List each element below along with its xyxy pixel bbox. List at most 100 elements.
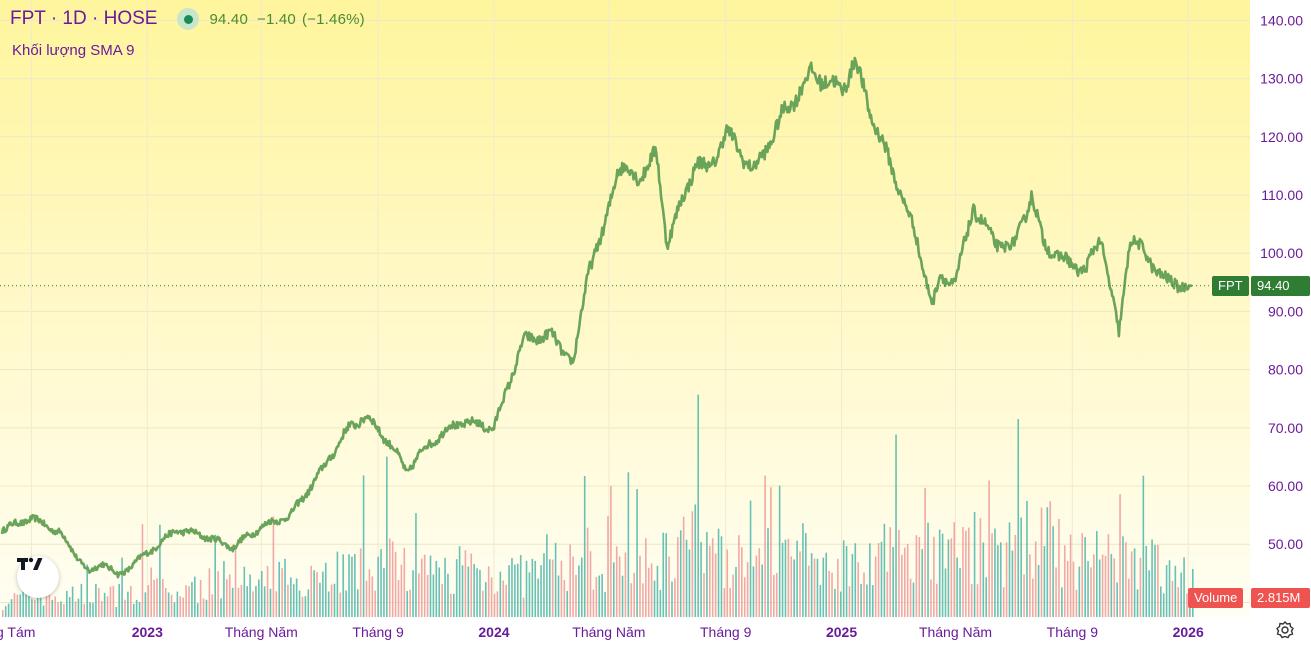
volume-bar bbox=[1005, 542, 1008, 617]
volume-bar bbox=[677, 537, 679, 617]
price-change-percent: (−1.46%) bbox=[301, 10, 365, 28]
chart-area[interactable] bbox=[0, 0, 1250, 617]
time-tick-label: Tháng 9 bbox=[700, 624, 752, 640]
symbol-title[interactable]: FPT · 1D · HOSE bbox=[10, 8, 158, 29]
gear-icon[interactable] bbox=[1275, 620, 1297, 642]
volume-bar bbox=[278, 561, 281, 617]
volume-bar bbox=[447, 573, 449, 617]
volume-bar bbox=[191, 582, 193, 617]
time-tick-label: Tháng 9 bbox=[352, 624, 404, 640]
volume-bar bbox=[226, 579, 228, 617]
volume-bar bbox=[1034, 541, 1037, 617]
volume-bar bbox=[1148, 570, 1150, 617]
volume-bar bbox=[1160, 586, 1162, 617]
volume-bar bbox=[234, 545, 237, 617]
volume-bar bbox=[444, 557, 446, 617]
volume-bar bbox=[89, 602, 91, 617]
volume-bar bbox=[458, 546, 461, 617]
volume-bar bbox=[938, 529, 941, 617]
price-point bbox=[601, 234, 605, 238]
price-point bbox=[840, 88, 844, 92]
price-scale[interactable]: 40.0050.0060.0070.0080.0090.00100.00110.… bbox=[1250, 0, 1311, 617]
volume-bar bbox=[156, 578, 158, 617]
volume-bar bbox=[537, 578, 539, 617]
volume-bar bbox=[48, 586, 51, 617]
volume-bar bbox=[438, 567, 441, 617]
volume-bar bbox=[1078, 566, 1081, 617]
volume-bar bbox=[196, 603, 199, 617]
volume-bar bbox=[688, 549, 691, 617]
volume-bar bbox=[871, 585, 874, 617]
volume-bar bbox=[682, 516, 685, 617]
volume-bar bbox=[947, 539, 950, 617]
volume-bar bbox=[1058, 518, 1060, 617]
volume-bar bbox=[121, 557, 123, 617]
volume-bar bbox=[313, 570, 315, 617]
price-point bbox=[201, 534, 205, 538]
volume-sma-legend[interactable]: Khối lượng SMA 9 bbox=[12, 42, 135, 59]
volume-bar bbox=[933, 536, 935, 617]
volume-bar bbox=[482, 590, 484, 617]
price-point bbox=[231, 545, 235, 549]
volume-bar bbox=[130, 586, 132, 617]
volume-bar bbox=[543, 553, 545, 617]
volume-bar bbox=[68, 597, 71, 617]
volume-bar bbox=[467, 566, 470, 617]
volume-bar bbox=[147, 585, 150, 617]
volume-bar bbox=[179, 596, 182, 617]
volume-bar bbox=[452, 593, 455, 617]
volume-bar bbox=[621, 575, 624, 617]
market-open-dot-icon bbox=[177, 8, 200, 30]
volume-bar bbox=[351, 556, 353, 617]
volume-bar bbox=[613, 562, 615, 617]
volume-bar bbox=[903, 547, 906, 617]
volume-bar bbox=[691, 511, 694, 617]
price-point bbox=[1059, 257, 1063, 261]
volume-bar bbox=[1186, 593, 1188, 617]
price-axis: 40.0050.0060.0070.0080.0090.00100.00110.… bbox=[1260, 12, 1303, 610]
volume-bar bbox=[164, 587, 167, 617]
volume-bar bbox=[967, 527, 970, 617]
volume-bar bbox=[290, 577, 292, 617]
volume-bar bbox=[470, 553, 473, 617]
volume-bar bbox=[624, 552, 627, 617]
volume-bar bbox=[211, 594, 214, 617]
volume-bar bbox=[80, 583, 83, 617]
tradingview-logo-icon[interactable] bbox=[17, 556, 59, 598]
time-scale[interactable]: g Tám 2023 Tháng Năm Tháng 9 2024 Tháng Năm Th… bbox=[0, 617, 1311, 647]
price-chart[interactable] bbox=[0, 0, 1250, 617]
price-tick-label: 120.00 bbox=[1260, 129, 1303, 145]
volume-bar bbox=[423, 554, 426, 617]
volume-bar bbox=[1101, 554, 1104, 617]
volume-bar bbox=[1081, 533, 1084, 617]
volume-bar bbox=[295, 578, 298, 617]
price-tick-label: 140.00 bbox=[1260, 12, 1303, 28]
price-tag-symbol: FPT bbox=[1212, 275, 1249, 296]
volume-bar bbox=[569, 544, 571, 617]
volume-bar bbox=[1122, 536, 1124, 617]
volume-bar bbox=[979, 518, 982, 617]
volume-bar bbox=[92, 602, 94, 617]
volume-bar bbox=[388, 538, 391, 617]
volume-bar bbox=[1072, 561, 1075, 617]
price-point bbox=[896, 181, 900, 185]
volume-bar bbox=[301, 596, 304, 617]
volume-bar bbox=[228, 574, 231, 617]
volume-bar bbox=[906, 543, 909, 617]
volume-bar bbox=[773, 574, 775, 617]
price-point bbox=[931, 304, 935, 308]
volume-bar bbox=[292, 584, 295, 617]
volume-bar bbox=[243, 566, 246, 617]
volume-bar bbox=[231, 587, 234, 617]
volume-bar bbox=[706, 532, 708, 617]
volume-bar bbox=[435, 560, 438, 617]
volume-bar bbox=[1139, 557, 1142, 617]
volume-bar bbox=[519, 555, 522, 617]
volume-bar bbox=[1157, 544, 1159, 617]
grid-lines bbox=[0, 0, 1250, 617]
gear-glyph bbox=[1276, 621, 1294, 639]
volume-bar bbox=[339, 592, 342, 617]
volume-bar bbox=[464, 550, 467, 617]
volume-bar bbox=[348, 554, 350, 617]
volume-bar bbox=[892, 546, 894, 617]
